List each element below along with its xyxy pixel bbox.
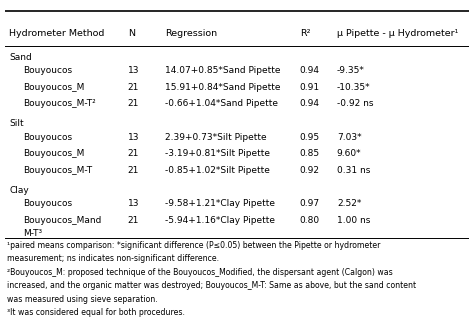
Text: 9.60*: 9.60* (337, 149, 362, 158)
Text: Bouyoucos_M: Bouyoucos_M (23, 149, 85, 158)
Text: Silt: Silt (9, 119, 24, 128)
Text: Bouyoucos_M: Bouyoucos_M (23, 83, 85, 92)
Text: 15.91+0.84*Sand Pipette: 15.91+0.84*Sand Pipette (165, 83, 281, 92)
Text: 0.91: 0.91 (300, 83, 320, 92)
Text: 0.92: 0.92 (300, 166, 319, 175)
Text: 7.03*: 7.03* (337, 133, 362, 142)
Text: 13: 13 (128, 133, 139, 142)
Text: -0.85+1.02*Silt Pipette: -0.85+1.02*Silt Pipette (165, 166, 270, 175)
Text: Sand: Sand (9, 53, 32, 61)
Text: 0.97: 0.97 (300, 199, 320, 208)
Text: 0.31 ns: 0.31 ns (337, 166, 370, 175)
Text: μ Pipette - μ Hydrometer¹: μ Pipette - μ Hydrometer¹ (337, 29, 458, 38)
Text: Bouyoucos: Bouyoucos (23, 199, 73, 208)
Text: Bouyoucos_Mand: Bouyoucos_Mand (23, 216, 102, 225)
Text: 21: 21 (128, 166, 139, 175)
Text: 21: 21 (128, 99, 139, 109)
Text: R²: R² (300, 29, 310, 38)
Text: Regression: Regression (165, 29, 217, 38)
Text: 0.80: 0.80 (300, 216, 320, 225)
Text: Bouyoucos_M-T²: Bouyoucos_M-T² (23, 99, 96, 109)
Text: N: N (128, 29, 135, 38)
Text: 0.95: 0.95 (300, 133, 320, 142)
Text: ¹paired means comparison: *significant difference (P≤0.05) between the Pipette o: ¹paired means comparison: *significant d… (7, 241, 381, 250)
Text: -10.35*: -10.35* (337, 83, 371, 92)
Text: 2.39+0.73*Silt Pipette: 2.39+0.73*Silt Pipette (165, 133, 266, 142)
Text: Bouyoucos_M-T: Bouyoucos_M-T (23, 166, 92, 175)
Text: 0.94: 0.94 (300, 99, 319, 109)
Text: 2.52*: 2.52* (337, 199, 361, 208)
Text: -9.58+1.21*Clay Pipette: -9.58+1.21*Clay Pipette (165, 199, 275, 208)
Text: -0.66+1.04*Sand Pipette: -0.66+1.04*Sand Pipette (165, 99, 278, 109)
Text: Bouyoucos: Bouyoucos (23, 66, 73, 75)
Text: Bouyoucos: Bouyoucos (23, 133, 73, 142)
Text: -5.94+1.16*Clay Pipette: -5.94+1.16*Clay Pipette (165, 216, 275, 225)
Text: 1.00 ns: 1.00 ns (337, 216, 370, 225)
Text: 0.85: 0.85 (300, 149, 320, 158)
Text: 13: 13 (128, 199, 139, 208)
Text: -9.35*: -9.35* (337, 66, 365, 75)
Text: Clay: Clay (9, 186, 29, 195)
Text: ²Bouyoucos_M: proposed technique of the Bouyoucos_Modified, the dispersant agent: ²Bouyoucos_M: proposed technique of the … (7, 268, 393, 277)
Text: 21: 21 (128, 83, 139, 92)
Text: increased, and the organic matter was destroyed; Bouyoucos_M-T: Same as above, b: increased, and the organic matter was de… (7, 281, 416, 290)
Text: 21: 21 (128, 216, 139, 225)
Text: 21: 21 (128, 149, 139, 158)
Text: 14.07+0.85*Sand Pipette: 14.07+0.85*Sand Pipette (165, 66, 281, 75)
Text: M-T³: M-T³ (23, 229, 43, 238)
Text: Hydrometer Method: Hydrometer Method (9, 29, 105, 38)
Text: -3.19+0.81*Silt Pipette: -3.19+0.81*Silt Pipette (165, 149, 270, 158)
Text: was measured using sieve separation.: was measured using sieve separation. (7, 295, 158, 303)
Text: 13: 13 (128, 66, 139, 75)
Text: -0.92 ns: -0.92 ns (337, 99, 374, 109)
Text: ³It was considered equal for both procedures.: ³It was considered equal for both proced… (7, 308, 185, 317)
Text: measurement; ns indicates non-significant difference.: measurement; ns indicates non-significan… (7, 254, 219, 263)
Text: 0.94: 0.94 (300, 66, 319, 75)
